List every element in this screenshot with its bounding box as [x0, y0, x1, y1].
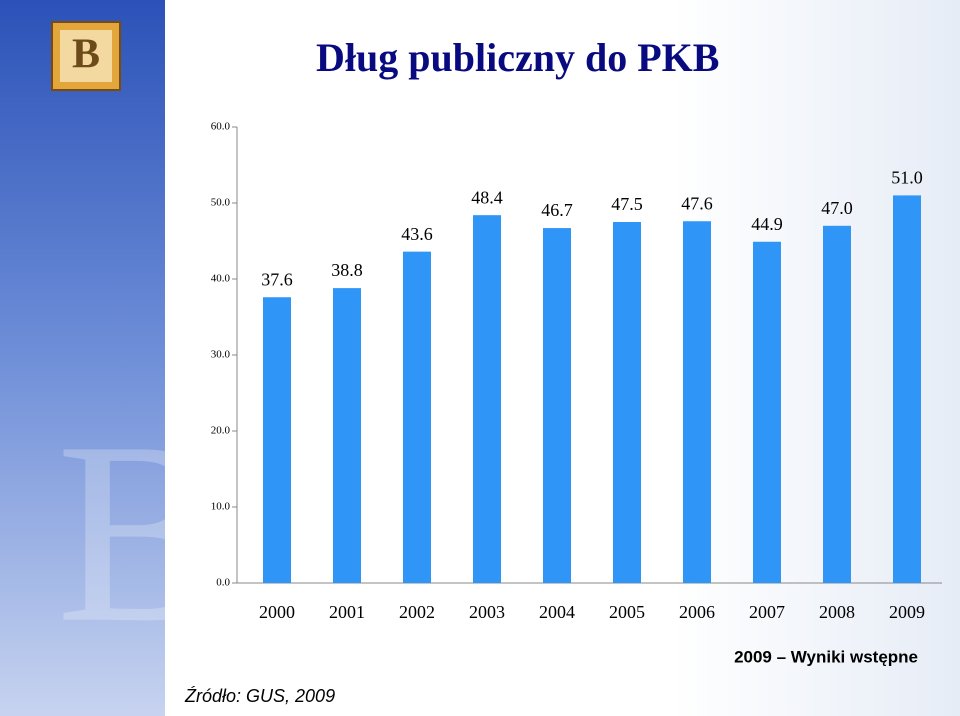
bar — [543, 228, 571, 583]
svg-text:B: B — [72, 32, 100, 78]
y-tick-label: 40.0 — [211, 273, 231, 285]
bar — [263, 297, 291, 583]
bar — [613, 222, 641, 583]
bar — [473, 215, 501, 583]
x-tick-label: 2000 — [259, 602, 295, 622]
chart-title: Dług publiczny do PKB — [316, 35, 719, 80]
value-label: 47.5 — [611, 194, 643, 214]
value-label: 51.0 — [891, 168, 923, 188]
x-tick-label: 2004 — [539, 602, 575, 622]
y-tick-label: 60.0 — [211, 121, 231, 133]
y-tick-label: 0.0 — [216, 577, 230, 589]
side-panel — [0, 0, 165, 716]
bar — [683, 221, 711, 584]
value-label: 43.6 — [401, 224, 433, 244]
bar — [823, 225, 851, 584]
value-label: 47.0 — [821, 198, 853, 218]
value-label: 38.8 — [331, 260, 363, 280]
y-tick-label: 50.0 — [211, 197, 231, 209]
bar — [403, 251, 431, 583]
watermark: B — [56, 389, 229, 677]
x-tick-label: 2009 — [889, 602, 925, 622]
y-tick-label: 30.0 — [211, 349, 231, 361]
y-tick-label: 10.0 — [211, 501, 231, 513]
note: 2009 – Wyniki wstępne — [734, 647, 918, 666]
bar — [753, 241, 781, 583]
x-tick-label: 2005 — [609, 602, 645, 622]
value-label: 46.7 — [541, 200, 573, 220]
bar — [333, 288, 361, 583]
logo: B — [51, 21, 121, 91]
x-tick-label: 2003 — [469, 602, 505, 622]
x-tick-label: 2002 — [399, 602, 435, 622]
x-tick-label: 2001 — [329, 602, 365, 622]
value-label: 47.6 — [681, 193, 713, 213]
value-label: 37.6 — [261, 269, 293, 289]
value-label: 48.4 — [471, 187, 503, 207]
bar — [893, 195, 921, 583]
x-tick-label: 2008 — [819, 602, 855, 622]
x-tick-label: 2007 — [749, 602, 785, 622]
source: Źródło: GUS, 2009 — [184, 686, 335, 706]
x-tick-label: 2006 — [679, 602, 715, 622]
value-label: 44.9 — [751, 214, 783, 234]
y-tick-label: 20.0 — [211, 425, 231, 437]
